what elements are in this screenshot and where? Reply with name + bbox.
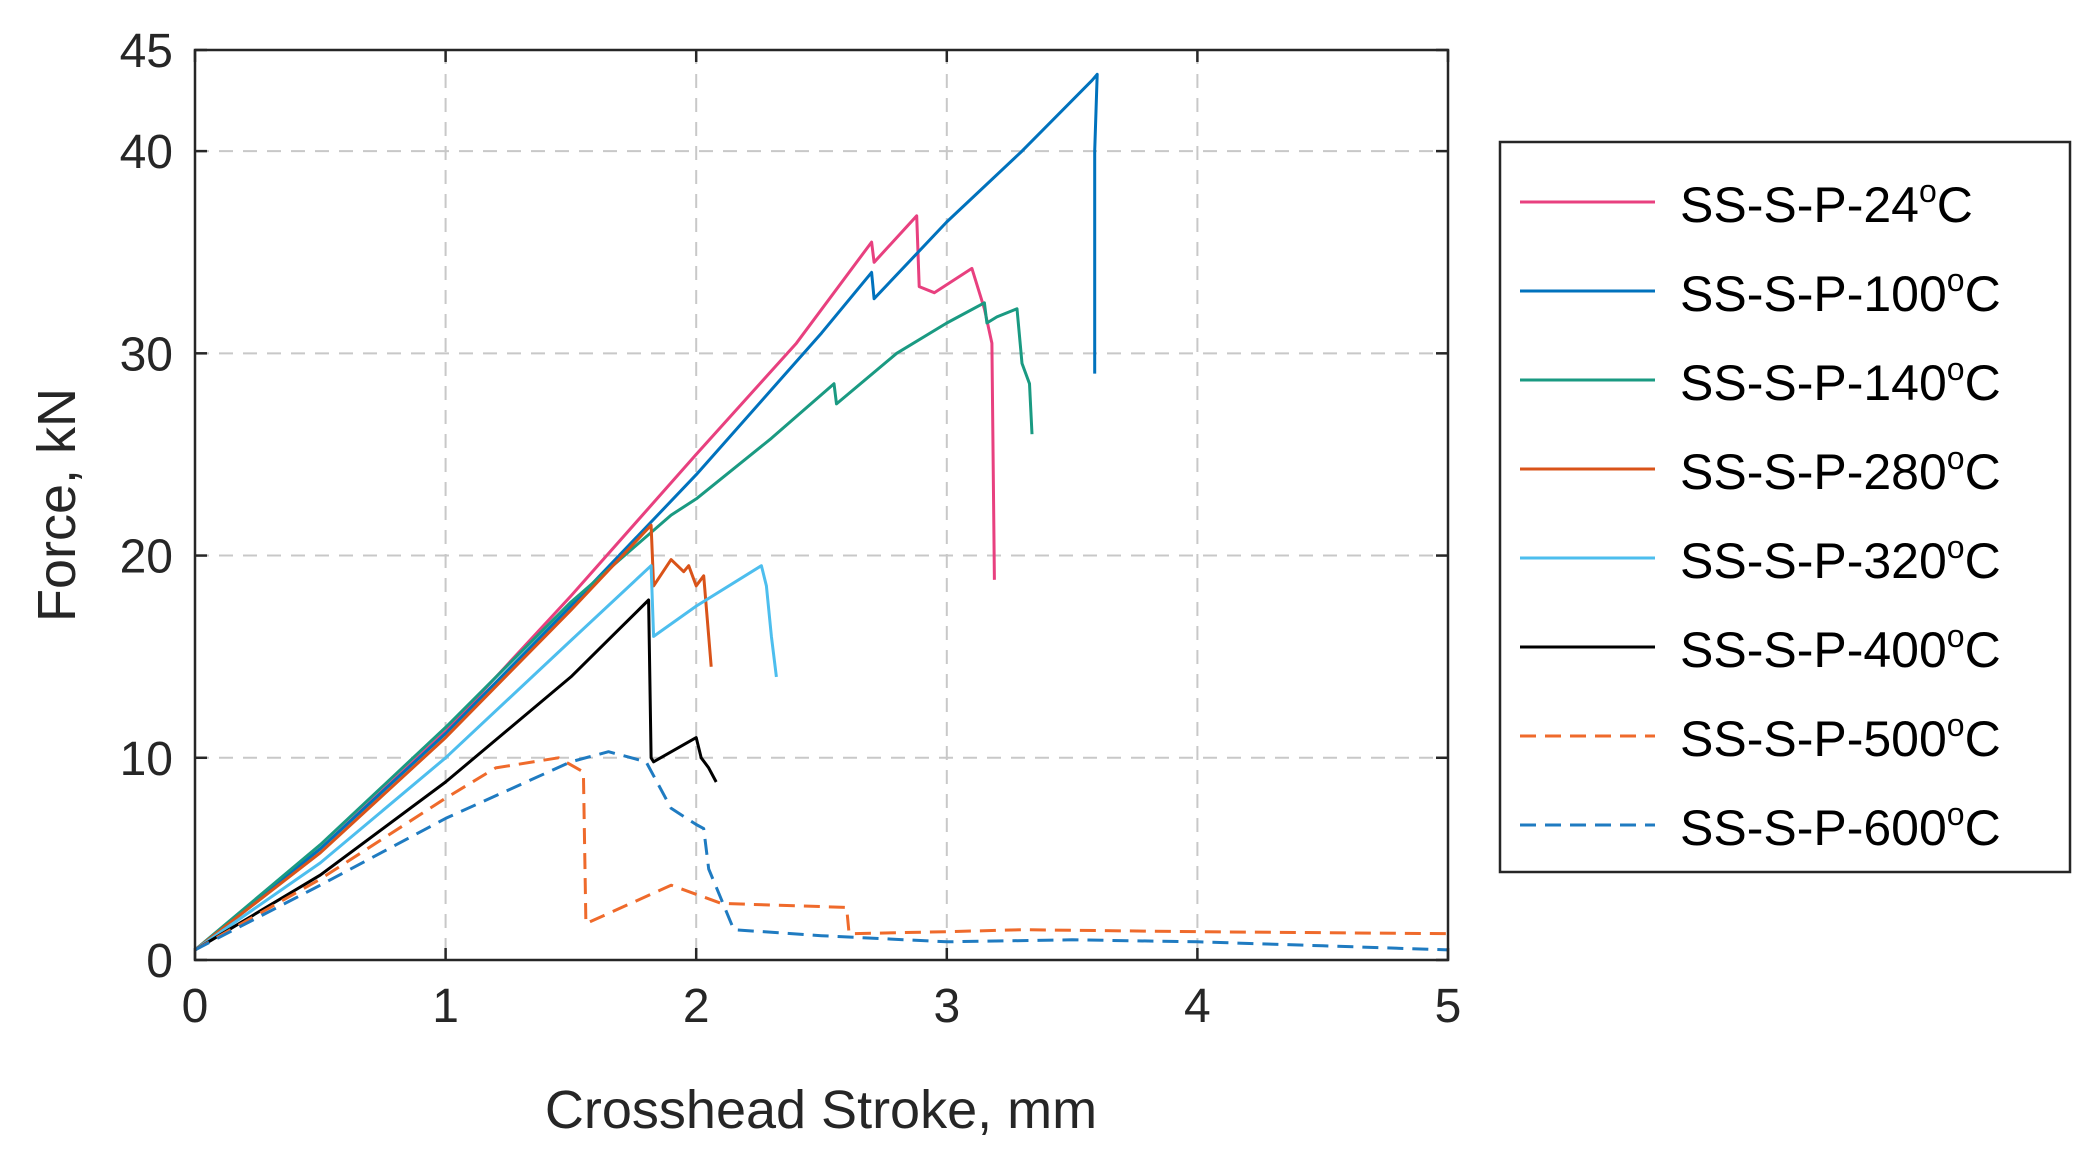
y-tick-label: 30 — [120, 328, 173, 381]
y-tick-label: 0 — [146, 935, 173, 988]
plot-series — [194, 72, 1449, 952]
y-axis-label: Force, kN — [27, 388, 87, 622]
legend-label: SS-S-P-100oC — [1680, 262, 2001, 322]
x-tick-label: 4 — [1184, 980, 1211, 1033]
legend-degree-sup: o — [1947, 262, 1965, 298]
legend-degree-sup: o — [1947, 618, 1965, 654]
legend-unit: C — [1965, 355, 2001, 411]
series-line-ss-s-p-140-c — [194, 301, 1034, 952]
legend-label: SS-S-P-280oC — [1680, 440, 2001, 500]
legend-label: SS-S-P-320oC — [1680, 529, 2001, 589]
legend-unit: C — [1965, 800, 2001, 856]
legend-unit: C — [1937, 177, 1973, 233]
legend-unit: C — [1965, 533, 2001, 589]
legend-series-name: SS-S-P-140 — [1680, 355, 1947, 411]
legend: SS-S-P-24oCSS-S-P-100oCSS-S-P-140oCSS-S-… — [1498, 140, 2072, 874]
x-tick-label: 3 — [933, 980, 960, 1033]
legend-unit: C — [1965, 711, 2001, 767]
legend-series-name: SS-S-P-500 — [1680, 711, 1947, 767]
legend-degree-sup: o — [1947, 707, 1965, 743]
legend-degree-sup: o — [1919, 173, 1937, 209]
series-line-ss-s-p-320-c — [194, 564, 778, 952]
legend-unit: C — [1965, 622, 2001, 678]
grid — [195, 50, 1448, 960]
x-tick-label: 2 — [683, 980, 710, 1033]
plot-frame — [193, 48, 1450, 962]
y-tick-label: 45 — [120, 25, 173, 78]
y-tick-label: 10 — [120, 733, 173, 786]
legend-series-name: SS-S-P-100 — [1680, 266, 1947, 322]
legend-label: SS-S-P-140oC — [1680, 351, 2001, 411]
legend-degree-sup: o — [1947, 529, 1965, 565]
legend-unit: C — [1965, 266, 2001, 322]
legend-series-name: SS-S-P-600 — [1680, 800, 1947, 856]
legend-series-name: SS-S-P-400 — [1680, 622, 1947, 678]
legend-box — [1498, 140, 2072, 874]
legend-label: SS-S-P-600oC — [1680, 796, 2001, 856]
series-line-ss-s-p-400-c — [194, 598, 718, 952]
legend-degree-sup: o — [1947, 440, 1965, 476]
legend-series-name: SS-S-P-24 — [1680, 177, 1919, 233]
legend-degree-sup: o — [1947, 796, 1965, 832]
legend-label: SS-S-P-500oC — [1680, 707, 2001, 767]
legend-unit: C — [1965, 444, 2001, 500]
x-tick-label: 5 — [1435, 980, 1462, 1033]
x-tick-label: 1 — [432, 980, 459, 1033]
y-tick-label: 20 — [120, 531, 173, 584]
legend-label: SS-S-P-400oC — [1680, 618, 2001, 678]
series-line-ss-s-p-100-c — [194, 72, 1099, 952]
y-tick-label: 40 — [120, 126, 173, 179]
x-tick-label: 0 — [182, 980, 209, 1033]
series-line-ss-s-p-600-c — [194, 750, 1449, 952]
series-line-ss-s-p-500-c — [194, 756, 1449, 952]
legend-label: SS-S-P-24oC — [1680, 173, 1973, 233]
x-axis-label: Crosshead Stroke, mm — [545, 1080, 1097, 1140]
series-line-ss-s-p-280-c — [194, 523, 713, 952]
legend-degree-sup: o — [1947, 351, 1965, 387]
legend-series-name: SS-S-P-280 — [1680, 444, 1947, 500]
legend-series-name: SS-S-P-320 — [1680, 533, 1947, 589]
